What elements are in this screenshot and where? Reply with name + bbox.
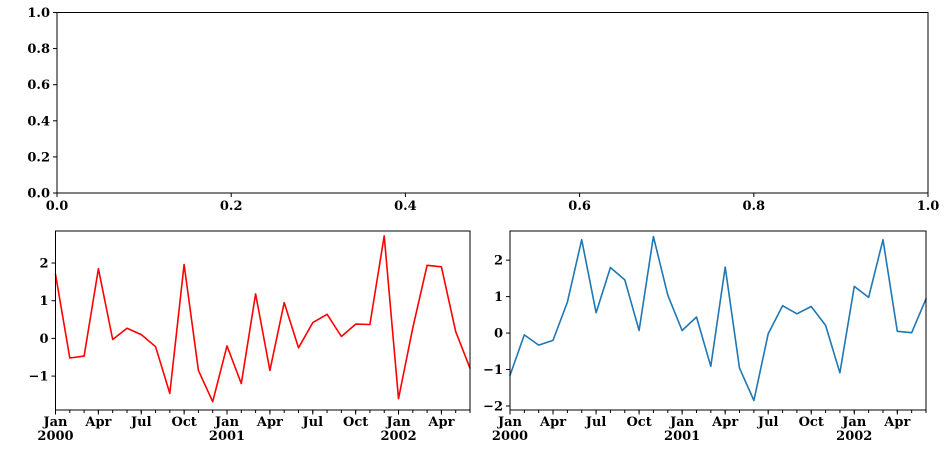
x-tick-label: Oct	[172, 415, 197, 430]
axes-box	[55, 230, 471, 411]
x-tick-label: Apr	[539, 415, 566, 430]
x-tick-label: Oct	[343, 415, 368, 430]
x-tick-label: Jul	[302, 415, 324, 430]
x-tick-label: Jan	[497, 415, 523, 430]
x-tick-label: 0.2	[220, 199, 243, 214]
axes-box	[509, 230, 927, 411]
y-tick-label: −2	[483, 399, 503, 414]
x-tick-label: Apr	[256, 415, 283, 430]
y-tick-label: 2	[494, 254, 503, 269]
y-tick-label: 1	[39, 294, 48, 309]
y-tick-label: 1.0	[27, 6, 50, 21]
y-tick-label: 0.8	[27, 42, 50, 57]
x-tick-label: Oct	[626, 415, 651, 430]
x-tick-label: 1.0	[917, 199, 940, 214]
red-monthly-line-series	[54, 235, 471, 403]
x-tick-label: Jul	[757, 415, 779, 430]
axes-box	[56, 12, 929, 194]
x-tick-label: Jul	[585, 415, 607, 430]
x-tick-label: 2001	[664, 429, 700, 444]
y-tick-label: 0.0	[27, 187, 50, 202]
x-axis-ticks: 0.0 0.2 0.4 0.6 0.8 1.0	[46, 193, 940, 214]
x-tick-label: 2000	[492, 429, 528, 444]
y-tick-label: 0.2	[27, 150, 50, 165]
x-tick-label: Jan	[386, 415, 412, 430]
y-axis-ticks: −1 0 1 2	[29, 257, 56, 385]
blue-monthly-line-series	[509, 235, 927, 402]
x-tick-label: Jul	[130, 415, 152, 430]
y-tick-label: 1	[494, 290, 503, 305]
y-tick-label: 0	[39, 332, 48, 347]
y-tick-label: 2	[39, 257, 48, 272]
x-tick-label: 0.4	[394, 199, 417, 214]
x-tick-label: Jan	[841, 415, 867, 430]
x-tick-label: 0.0	[46, 199, 69, 214]
y-tick-label: 0.4	[27, 114, 50, 129]
x-tick-label: Apr	[883, 415, 910, 430]
y-axis-ticks: 0.0 0.2 0.4 0.6 0.8 1.0	[27, 6, 57, 202]
empty-axes: 0.0 0.2 0.4 0.6 0.8 1.0 0.0 0.2 0.4 0.6 0.8 1.0	[27, 6, 939, 214]
x-tick-label: Apr	[427, 415, 454, 430]
x-tick-label: 2001	[209, 429, 245, 444]
y-tick-label: 0	[494, 327, 503, 342]
x-tick-label: 2000	[37, 429, 73, 444]
y-axis-ticks: −2 −1 0 1 2	[483, 254, 510, 414]
y-tick-label: −1	[483, 363, 503, 378]
x-tick-label: Oct	[799, 415, 824, 430]
x-tick-label: 0.8	[742, 199, 765, 214]
x-tick-label: Jan	[42, 415, 68, 430]
x-tick-label: Apr	[84, 415, 111, 430]
x-tick-label: 2002	[836, 429, 872, 444]
x-tick-label: 0.6	[568, 199, 591, 214]
x-tick-label: Apr	[711, 415, 738, 430]
x-tick-label: Jan	[214, 415, 240, 430]
y-tick-label: 0.6	[27, 78, 50, 93]
x-tick-label: 2002	[380, 429, 416, 444]
x-tick-label: Jan	[669, 415, 695, 430]
y-tick-label: −1	[29, 370, 49, 385]
